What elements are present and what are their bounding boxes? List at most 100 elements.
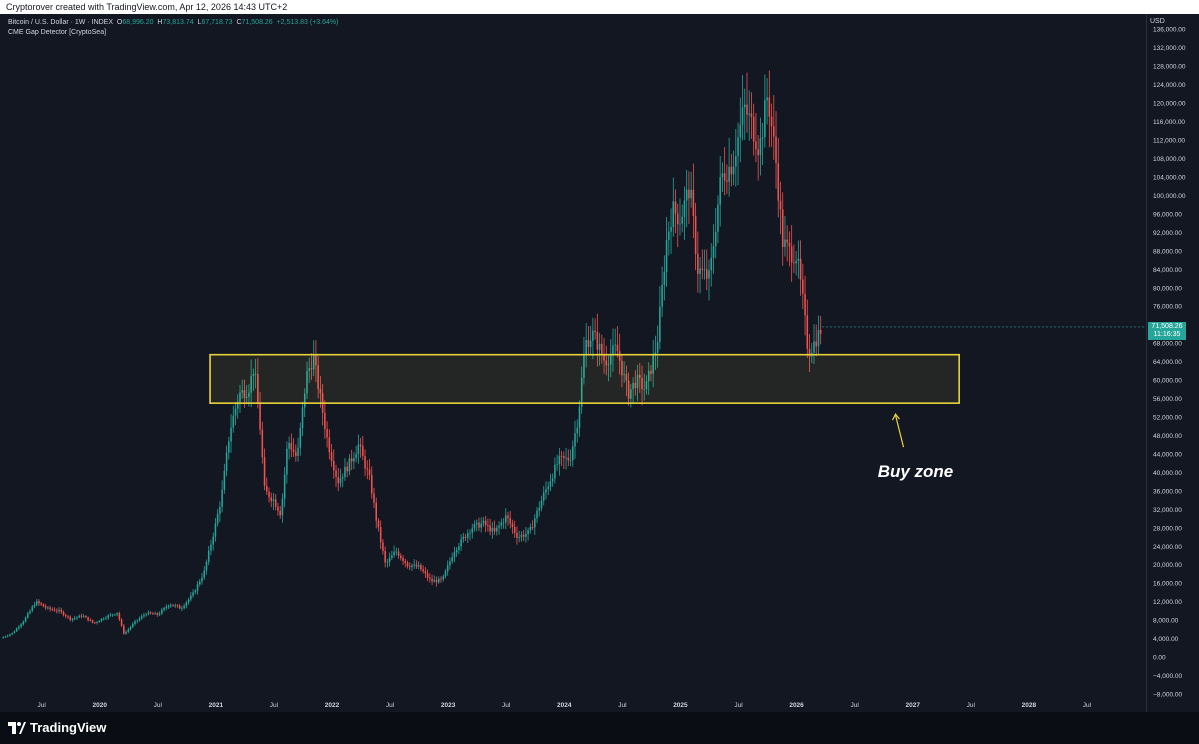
candle-body — [663, 271, 666, 285]
candle-body — [609, 355, 612, 365]
candle-body — [301, 407, 304, 429]
buy-zone-arrowhead — [891, 413, 900, 421]
candle-body — [683, 200, 686, 217]
candle-body — [317, 365, 319, 389]
candle-body — [194, 590, 197, 593]
candle-body — [239, 392, 241, 402]
candle-body — [462, 536, 465, 540]
candle-body — [630, 389, 632, 399]
candle-body — [33, 604, 36, 607]
y-tick-label: 32,000.00 — [1153, 507, 1182, 514]
candle-body — [435, 579, 438, 583]
candle-body — [804, 293, 806, 316]
candle-body — [726, 180, 728, 182]
candle-body — [172, 605, 174, 606]
candle-body — [279, 510, 281, 516]
x-tick-label: 2021 — [209, 702, 224, 709]
currency-label[interactable]: USD — [1150, 18, 1165, 25]
candle-body — [487, 525, 489, 527]
y-tick-label: 84,000.00 — [1153, 267, 1182, 274]
y-tick-label: 64,000.00 — [1153, 359, 1182, 366]
candle-body — [254, 374, 257, 375]
candle-body — [87, 617, 89, 621]
candle-body — [458, 546, 460, 551]
candle-body — [699, 268, 701, 274]
candle-body — [58, 609, 60, 611]
candle-body — [328, 437, 331, 453]
candle-body — [123, 625, 125, 634]
candle-body — [67, 616, 69, 618]
bar-countdown: 11:16:35 — [1153, 330, 1181, 338]
candle-body — [627, 380, 630, 399]
candle-body — [444, 571, 447, 577]
candle-body — [768, 97, 771, 117]
candle-body — [154, 613, 156, 615]
candle-body — [219, 506, 221, 514]
candle-body — [397, 551, 400, 556]
candle-body — [20, 624, 22, 627]
last-price: 71,508.26 — [1151, 322, 1183, 330]
candle-body — [205, 561, 208, 571]
candle-body — [402, 558, 404, 562]
candle-body — [538, 507, 541, 511]
candle-body — [109, 614, 112, 616]
candle-body — [453, 552, 456, 558]
candle-body — [692, 189, 695, 216]
candle-body — [312, 355, 315, 370]
y-tick-label: 16,000.00 — [1153, 581, 1182, 588]
candle-body — [534, 518, 536, 528]
candle-body — [531, 527, 534, 528]
x-tick-label: Jul — [502, 702, 511, 709]
candle-body — [507, 515, 509, 519]
candle-body — [98, 621, 101, 623]
candle-body — [685, 189, 688, 201]
candle-body — [391, 555, 393, 558]
candle-body — [169, 605, 172, 606]
candle-body — [498, 525, 500, 528]
candle-body — [245, 396, 248, 398]
y-tick-label: 0.00 — [1153, 655, 1166, 662]
candle-body — [672, 201, 675, 228]
chart-area[interactable]: Jul 2020 Jul 2021 Jul 2022 Jul 2023 Jul 2024 Jul 20… — [0, 14, 1146, 712]
y-tick-label: 120,000.00 — [1153, 101, 1186, 108]
candle-body — [777, 163, 780, 201]
candle-body — [422, 569, 424, 572]
y-tick-label: 28,000.00 — [1153, 525, 1182, 532]
candle-body — [96, 622, 98, 623]
x-tick-label: Jul — [967, 702, 976, 709]
candle-body — [482, 520, 485, 524]
candle-body — [643, 388, 646, 390]
y-tick-label: 96,000.00 — [1153, 211, 1182, 218]
price-chart[interactable]: Jul 2020 Jul 2021 Jul 2022 Jul 2023 Jul 2024 Jul 20… — [0, 14, 1146, 712]
candle-body — [571, 446, 574, 461]
candle-body — [131, 623, 134, 628]
candle-body — [779, 200, 782, 210]
candle-body — [174, 605, 176, 607]
candle-body — [442, 576, 445, 580]
header-bar: Cryptorover created with TradingView.com… — [0, 0, 1199, 14]
candle-body — [114, 614, 116, 616]
candle-body — [138, 618, 141, 621]
candle-body — [69, 616, 72, 620]
candle-body — [277, 506, 279, 511]
candle-body — [149, 612, 152, 614]
y-tick-label: 56,000.00 — [1153, 396, 1182, 403]
candle-body — [612, 345, 614, 356]
candle-body — [225, 452, 228, 471]
x-tick-label: Jul — [734, 702, 743, 709]
legend-high: 73,813.74 — [162, 19, 194, 26]
candle-body — [710, 257, 713, 271]
tradingview-logo[interactable]: TradingView — [8, 720, 106, 735]
candle-body — [797, 258, 800, 261]
candle-body — [598, 343, 601, 350]
candle-body — [652, 355, 654, 374]
candle-body — [80, 615, 83, 617]
legend-indicator[interactable]: CME Gap Detector [CryptoSea] — [8, 29, 107, 36]
candle-body — [471, 528, 474, 533]
y-tick-label: −8,000.00 — [1153, 692, 1182, 699]
candle-body — [741, 107, 744, 125]
price-axis[interactable]: 136,000.00 132,000.00 128,000.00 124,000.00… — [1146, 14, 1199, 712]
candle-body — [415, 564, 418, 567]
candle-body — [551, 478, 554, 482]
candle-body — [286, 448, 288, 475]
